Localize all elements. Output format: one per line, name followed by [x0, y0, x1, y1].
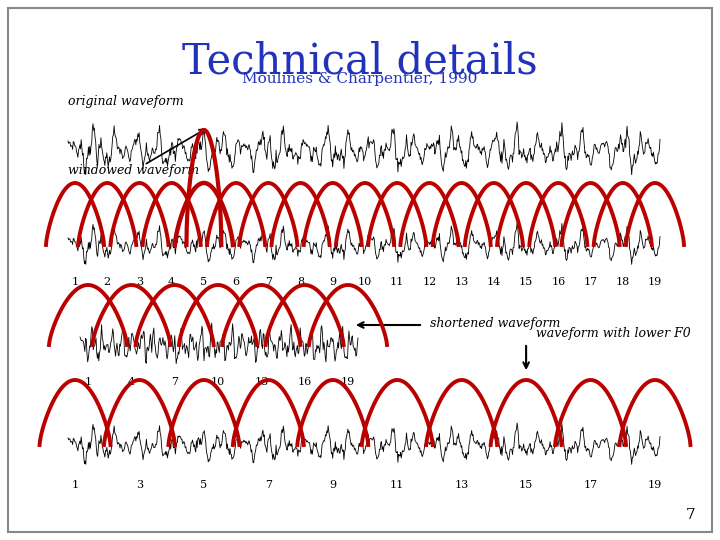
- Text: 10: 10: [358, 277, 372, 287]
- Text: 2: 2: [104, 277, 111, 287]
- Text: 11: 11: [390, 480, 405, 490]
- Text: 5: 5: [200, 480, 207, 490]
- Text: Technical details: Technical details: [182, 40, 538, 82]
- Text: 1: 1: [71, 480, 78, 490]
- Text: 3: 3: [136, 480, 143, 490]
- Text: shortened waveform: shortened waveform: [430, 316, 560, 329]
- Text: 1: 1: [84, 377, 91, 387]
- Text: 15: 15: [519, 480, 534, 490]
- Text: 19: 19: [648, 480, 662, 490]
- Text: 1: 1: [71, 277, 78, 287]
- Text: 13: 13: [454, 277, 469, 287]
- Text: 11: 11: [390, 277, 405, 287]
- Text: 7: 7: [265, 480, 272, 490]
- Text: 7: 7: [265, 277, 272, 287]
- Text: windowed waveform: windowed waveform: [68, 164, 199, 177]
- Text: 3: 3: [136, 277, 143, 287]
- Text: 6: 6: [233, 277, 240, 287]
- Text: 9: 9: [329, 277, 336, 287]
- Text: 7: 7: [685, 508, 695, 522]
- Text: 5: 5: [200, 277, 207, 287]
- Text: 4: 4: [168, 277, 175, 287]
- Text: 9: 9: [329, 480, 336, 490]
- Text: 13: 13: [254, 377, 269, 387]
- Text: 13: 13: [454, 480, 469, 490]
- Text: 17: 17: [583, 480, 598, 490]
- Text: 8: 8: [297, 277, 304, 287]
- Text: Moulines & Charpentier, 1990: Moulines & Charpentier, 1990: [243, 72, 477, 86]
- Text: waveform with lower F0: waveform with lower F0: [536, 327, 691, 340]
- Text: 12: 12: [423, 277, 436, 287]
- Text: 19: 19: [341, 377, 355, 387]
- Text: 4: 4: [127, 377, 135, 387]
- Text: 7: 7: [171, 377, 178, 387]
- Text: 10: 10: [211, 377, 225, 387]
- Text: original waveform: original waveform: [68, 95, 184, 108]
- Text: 15: 15: [519, 277, 534, 287]
- Text: 14: 14: [487, 277, 501, 287]
- Text: 16: 16: [297, 377, 312, 387]
- Text: 19: 19: [648, 277, 662, 287]
- Text: 17: 17: [583, 277, 598, 287]
- Text: 16: 16: [552, 277, 565, 287]
- Text: 18: 18: [616, 277, 630, 287]
